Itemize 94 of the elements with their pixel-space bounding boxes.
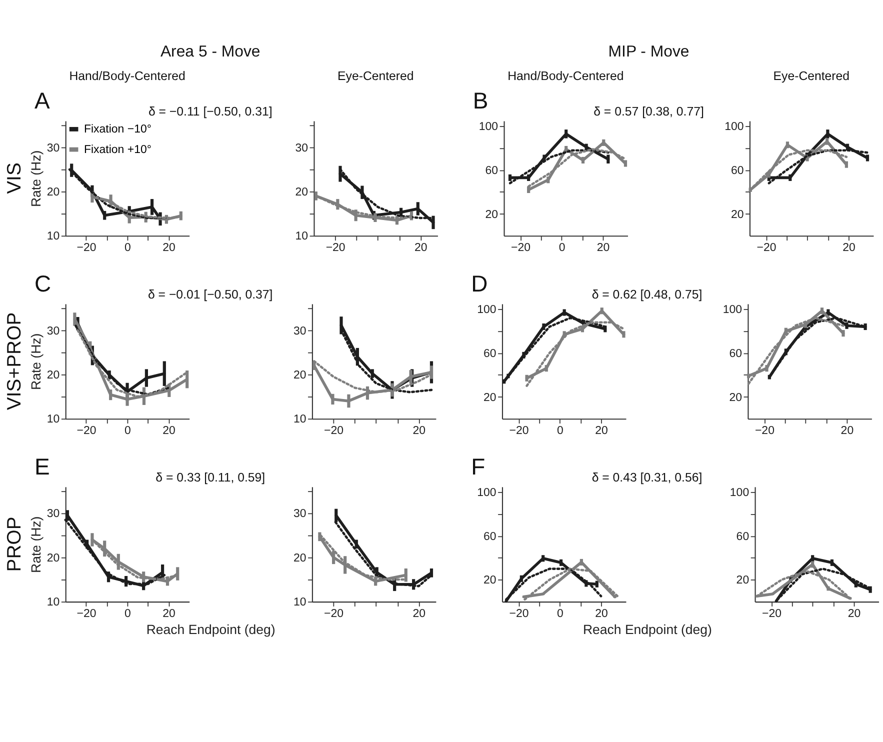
y-tick-label: 60 — [484, 348, 496, 360]
x-tick-label: 20 — [595, 425, 608, 438]
x-tick-label: 20 — [162, 608, 176, 620]
text: D — [471, 270, 488, 296]
text: δ = 0.62 [0.48, 0.75] — [592, 287, 702, 302]
text: A — [34, 87, 50, 114]
text: δ = 0.33 [0.11, 0.59] — [156, 470, 266, 484]
x-tick-label: 20 — [162, 425, 176, 438]
legend-label: Fixation +10° — [84, 144, 152, 156]
y-tick-label: 100 — [477, 487, 496, 500]
y-tick-label: 100 — [722, 304, 742, 316]
chart-title: Hand/Body-Centered — [508, 69, 624, 84]
text: MIP - Move — [608, 43, 690, 60]
y-tick-label: 10 — [293, 414, 306, 426]
y-tick-label: 30 — [295, 142, 308, 154]
y-tick-label: 20 — [731, 208, 744, 221]
y-tick-label: 20 — [485, 208, 498, 221]
y-tick-label: 100 — [730, 487, 750, 500]
x-tick-label: 20 — [414, 242, 428, 254]
y-tick-label: 30 — [46, 508, 60, 520]
y-tick-label: 30 — [46, 325, 60, 338]
y-axis-title: Rate (Hz) — [28, 150, 44, 208]
y-axis-title: Rate (Hz) — [28, 516, 44, 573]
x-tick-label: 0 — [124, 425, 131, 438]
x-tick-label: −20 — [754, 425, 774, 438]
x-tick-label: −20 — [509, 425, 529, 438]
x-tick-label: −20 — [324, 608, 344, 620]
y-tick-label: 60 — [729, 348, 742, 360]
x-tick-label: 0 — [558, 242, 566, 254]
y-tick-label: 20 — [484, 574, 496, 587]
y-tick-label: 30 — [293, 325, 306, 338]
x-tick-label: 20 — [412, 425, 426, 438]
x-tick-label: 20 — [596, 242, 610, 254]
y-tick-label: 20 — [46, 552, 60, 564]
y-axis-title: Rate (Hz) — [28, 333, 44, 390]
chart-title: Eye-Centered — [773, 69, 850, 84]
y-tick-label: 20 — [46, 186, 60, 198]
x-tick-label: 0 — [557, 608, 564, 620]
x-tick-label: 20 — [162, 242, 176, 254]
x-axis-title: Reach Endpoint (deg) — [582, 622, 712, 637]
x-tick-label: 20 — [848, 608, 861, 620]
x-tick-label: 20 — [595, 608, 608, 620]
x-tick-label: −20 — [76, 425, 96, 438]
x-axis-title: Reach Endpoint (deg) — [146, 622, 276, 637]
x-tick-label: 0 — [557, 425, 564, 438]
x-tick-label: −20 — [324, 425, 344, 438]
x-tick-label: −20 — [76, 242, 96, 254]
y-tick-label: 10 — [46, 414, 60, 426]
y-tick-label: 20 — [293, 369, 306, 382]
x-tick-label: −20 — [326, 242, 346, 254]
x-tick-label: −20 — [511, 242, 530, 254]
y-tick-label: 20 — [295, 186, 308, 198]
chart-title: Eye-Centered — [338, 69, 414, 84]
x-tick-label: 20 — [412, 608, 426, 620]
y-tick-label: 20 — [736, 574, 750, 587]
y-tick-label: 20 — [293, 552, 306, 564]
y-tick-label: 60 — [731, 165, 744, 178]
text: δ = −0.11 [−0.50, 0.31] — [148, 104, 272, 118]
text: B — [472, 87, 488, 114]
text: E — [34, 453, 50, 480]
text: Area 5 - Move — [160, 43, 260, 60]
text: PROP — [3, 516, 26, 572]
x-tick-label: −20 — [76, 608, 96, 620]
y-tick-label: 100 — [724, 121, 744, 134]
chart-title: Hand/Body-Centered — [69, 69, 186, 84]
y-tick-label: 20 — [484, 392, 496, 404]
y-tick-label: 30 — [46, 142, 60, 154]
text: C — [34, 270, 52, 296]
x-tick-label: −20 — [756, 242, 776, 254]
text: F — [471, 453, 486, 480]
x-tick-label: −20 — [762, 608, 782, 620]
y-tick-label: 60 — [736, 530, 750, 543]
y-tick-label: 10 — [293, 596, 306, 609]
x-tick-label: 20 — [842, 242, 856, 254]
y-tick-label: 30 — [293, 508, 306, 520]
text: δ = 0.57 [0.38, 0.77] — [594, 104, 704, 118]
y-tick-label: 10 — [295, 230, 308, 243]
x-tick-label: 20 — [840, 425, 854, 438]
text: δ = 0.43 [0.31, 0.56] — [592, 470, 702, 484]
x-tick-label: 0 — [124, 608, 131, 620]
text: VIS — [3, 162, 26, 194]
x-tick-label: −20 — [509, 608, 529, 620]
legend-label: Fixation −10° — [84, 124, 152, 136]
y-tick-label: 100 — [478, 121, 498, 134]
text: δ = −0.01 [−0.50, 0.37] — [148, 287, 273, 302]
text: VIS+PROP — [3, 312, 26, 410]
x-tick-label: 0 — [124, 242, 131, 254]
y-tick-label: 10 — [46, 230, 60, 243]
y-tick-label: 60 — [485, 165, 498, 178]
y-tick-label: 10 — [46, 596, 60, 609]
y-tick-label: 100 — [477, 304, 496, 316]
y-tick-label: 60 — [484, 530, 496, 543]
y-tick-label: 20 — [46, 369, 60, 382]
y-tick-label: 20 — [729, 392, 742, 404]
